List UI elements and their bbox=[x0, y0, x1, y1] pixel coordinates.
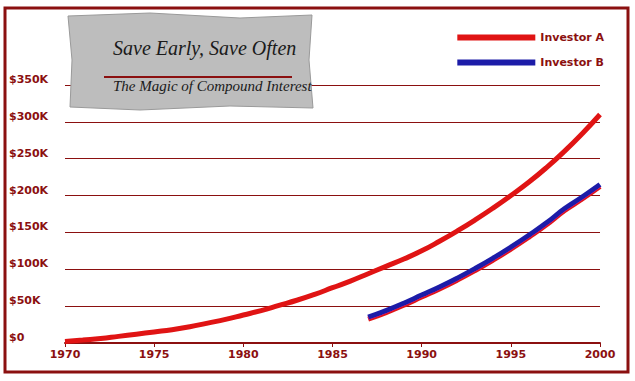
svg-text:Save Early, Save Often: Save Early, Save Often bbox=[113, 37, 296, 60]
svg-text:1970: 1970 bbox=[50, 348, 81, 361]
svg-text:$150K: $150K bbox=[9, 220, 49, 233]
svg-text:$200K: $200K bbox=[9, 184, 49, 197]
svg-text:2000: 2000 bbox=[585, 348, 616, 361]
svg-text:$50K: $50K bbox=[9, 294, 41, 307]
svg-text:$100K: $100K bbox=[9, 257, 49, 270]
svg-text:The Magic of Compound Interest: The Magic of Compound Interest bbox=[113, 78, 312, 94]
svg-text:Investor A: Investor A bbox=[540, 31, 604, 44]
svg-text:1995: 1995 bbox=[496, 348, 527, 361]
svg-text:1985: 1985 bbox=[317, 348, 348, 361]
svg-text:$300K: $300K bbox=[9, 110, 49, 123]
svg-text:Investor B: Investor B bbox=[540, 56, 604, 69]
svg-text:$250K: $250K bbox=[9, 147, 49, 160]
svg-text:1975: 1975 bbox=[139, 348, 170, 361]
svg-text:1980: 1980 bbox=[228, 348, 259, 361]
svg-text:$0: $0 bbox=[9, 331, 25, 344]
svg-text:$350K: $350K bbox=[9, 73, 49, 86]
svg-text:1990: 1990 bbox=[406, 348, 437, 361]
